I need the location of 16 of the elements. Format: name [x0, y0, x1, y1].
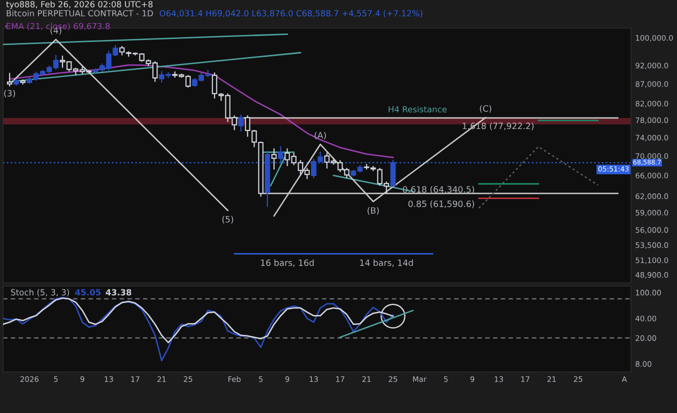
annotation: 0.618 (64,340.5): [402, 186, 474, 194]
chart-title: Bitcoin PERPETUAL CONTRACT - 1D: [6, 10, 153, 16]
text: tyo888, Feb 26, 2026 02:08 UTC+8: [6, 0, 153, 10]
annotation: (C): [480, 105, 492, 113]
annotation: 14 bars, 14d: [360, 259, 413, 267]
annotation: (B): [368, 207, 379, 215]
band-label: H4 Resistance: [388, 106, 447, 112]
annotation: (5): [222, 216, 234, 224]
annotation: 0.85 (61,590.6): [408, 200, 474, 208]
annotation: 45.05: [75, 289, 101, 296]
annotation: 43.38: [106, 289, 132, 296]
annotation: (3): [4, 90, 15, 98]
annotation: 16 bars, 16d: [261, 259, 314, 267]
chart-title: Stoch (5, 3, 3): [11, 289, 69, 296]
text: O64,031.4 H69,042.0 L63,876.0 C68,588.7 +4,557.4 (+7.12%): [160, 10, 422, 18]
annotation: (A): [314, 132, 326, 140]
